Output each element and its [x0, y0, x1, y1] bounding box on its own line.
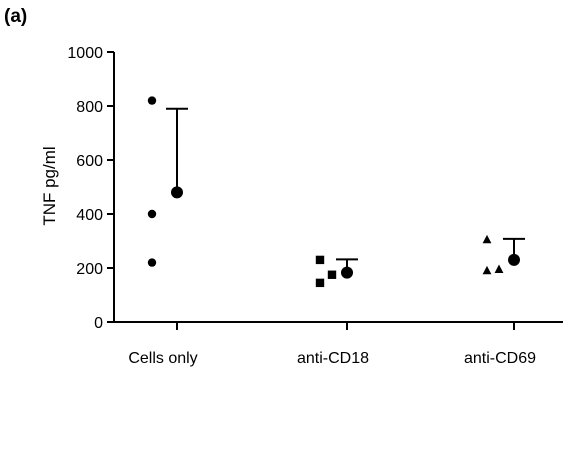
mean-marker	[508, 253, 520, 266]
data-marks	[147, 96, 525, 288]
y-tick-label: 200	[76, 261, 103, 278]
data-point	[494, 264, 504, 273]
y-tick-label: 0	[94, 315, 103, 332]
data-point	[315, 278, 325, 288]
data-point	[482, 234, 492, 244]
x-axis: Cells only anti-CD18 anti-CD69	[114, 321, 563, 367]
y-tick-label: 800	[76, 99, 103, 116]
data-point	[147, 209, 157, 219]
y-tick-label: 1000	[67, 45, 103, 62]
data-point	[315, 255, 325, 265]
y-tick-label: 600	[76, 153, 103, 170]
x-tick-label: Cells only	[128, 350, 197, 367]
mean-marker	[341, 266, 353, 279]
y-tick-label: 400	[76, 207, 103, 224]
data-point	[327, 270, 337, 279]
mean-marker	[171, 186, 183, 199]
x-tick-label: anti-CD69	[464, 350, 536, 367]
data-point	[147, 258, 157, 267]
y-axis-label: TNF pg/ml	[40, 146, 59, 225]
y-axis: 0 200 400 600 800 1000	[67, 45, 115, 332]
data-point	[482, 265, 492, 275]
x-tick-label: anti-CD18	[297, 350, 369, 367]
panel-label: (a)	[4, 6, 28, 27]
data-point	[147, 96, 157, 105]
